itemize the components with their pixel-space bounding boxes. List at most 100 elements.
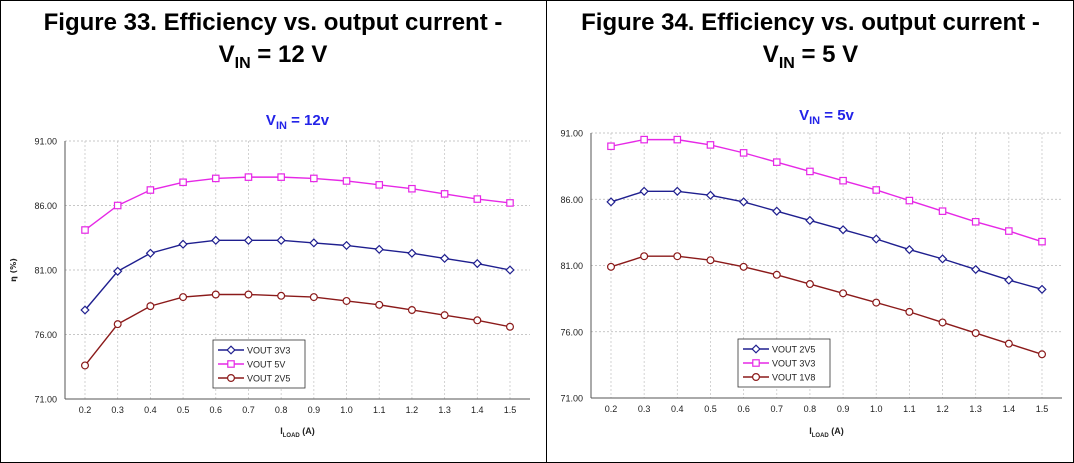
data-point <box>113 266 123 276</box>
x-tick-label: 0.3 <box>111 405 124 415</box>
series-line <box>610 190 1043 291</box>
data-point <box>276 235 286 245</box>
x-tick-label: 1.1 <box>373 405 386 415</box>
y-tick-label: 81.00 <box>34 266 57 276</box>
data-point <box>80 305 90 315</box>
data-point <box>1005 227 1013 235</box>
data-point <box>805 280 814 289</box>
data-point <box>938 318 947 327</box>
x-tick-label: 0.3 <box>638 404 651 414</box>
data-point <box>971 329 980 338</box>
caption-v: V <box>762 41 779 68</box>
x-tick-label: 1.2 <box>406 405 419 415</box>
x-tick-label: 1.5 <box>1036 404 1049 414</box>
x-tick-label: 0.7 <box>771 404 784 414</box>
data-point <box>839 176 847 185</box>
series-vout-5v <box>81 173 514 234</box>
caption-value: = 12 V <box>250 41 328 68</box>
series-line <box>84 176 511 231</box>
series-vout-3v3 <box>607 135 1046 246</box>
data-point <box>80 361 89 370</box>
data-point <box>277 173 285 181</box>
legend-marker <box>752 359 760 367</box>
data-point <box>673 135 682 144</box>
data-point <box>606 197 616 207</box>
data-point <box>472 258 482 269</box>
data-point <box>179 293 188 302</box>
data-point <box>904 244 915 255</box>
chart-title: VIN = 5v <box>799 107 854 127</box>
x-tick-label: 0.8 <box>275 405 288 415</box>
legend-marker <box>751 344 761 354</box>
data-point <box>375 181 384 189</box>
data-point <box>244 173 253 181</box>
series-line <box>610 255 1043 355</box>
legend-label: VOUT 2V5 <box>247 374 290 384</box>
data-point <box>672 186 682 196</box>
x-tick-label: 0.7 <box>242 405 255 415</box>
data-point <box>838 225 848 235</box>
data-point <box>342 296 351 305</box>
figure-caption-line2: VIN = 12 V <box>0 40 546 79</box>
data-point <box>374 244 384 255</box>
data-point <box>178 239 188 249</box>
data-point <box>440 311 449 320</box>
figure-caption-line1: Figure 34. Efficiency vs. output current… <box>581 9 1040 36</box>
x-tick-label: 0.6 <box>737 404 750 414</box>
data-point <box>871 234 881 244</box>
data-point <box>277 291 286 300</box>
data-point <box>1038 350 1047 359</box>
figure-panel-33: Figure 33. Efficiency vs. output current… <box>0 9 546 439</box>
caption-value: = 5 V <box>794 41 859 68</box>
chart-title: VIN = 12v <box>266 112 330 132</box>
series-vout-2v5 <box>80 290 515 370</box>
x-tick-label: 0.5 <box>177 405 190 415</box>
data-point <box>739 262 748 271</box>
series-vout-2v5 <box>606 186 1047 294</box>
data-point <box>640 252 649 261</box>
data-point <box>772 206 782 216</box>
data-point <box>211 174 220 183</box>
data-point <box>439 253 450 264</box>
y-axis-label: η (%) <box>9 258 18 282</box>
data-point <box>146 186 155 194</box>
series-line <box>84 293 511 366</box>
y-tick-label: 71.00 <box>560 394 583 404</box>
data-point <box>872 298 881 307</box>
x-axis-label: ILOAD (A) <box>280 426 315 439</box>
x-axis-label: ILOAD (A) <box>809 426 844 439</box>
data-point <box>905 196 914 205</box>
legend-marker <box>227 374 236 383</box>
data-point <box>506 322 515 331</box>
y-tick-label: 76.00 <box>560 327 583 337</box>
data-point <box>971 264 981 275</box>
y-tick-label: 81.00 <box>560 261 583 271</box>
x-tick-label: 0.2 <box>79 405 92 415</box>
x-tick-label: 0.2 <box>605 404 618 414</box>
caption-subscript: IN <box>234 54 251 72</box>
series-vout-3v3 <box>80 235 515 315</box>
x-tick-label: 1.2 <box>936 404 949 414</box>
data-point <box>639 186 649 196</box>
data-point <box>872 186 881 194</box>
data-point <box>407 305 416 314</box>
legend-label: VOUT 1V8 <box>772 373 815 383</box>
data-point <box>375 300 384 309</box>
data-point <box>706 141 715 149</box>
data-point <box>309 293 318 302</box>
data-point <box>739 149 748 157</box>
data-point <box>1004 339 1013 348</box>
legend-label: VOUT 5V <box>247 360 285 370</box>
data-point <box>738 197 749 207</box>
data-point <box>113 201 122 210</box>
data-point <box>473 195 482 203</box>
x-tick-label: 0.4 <box>671 404 684 414</box>
data-point <box>805 215 815 226</box>
legend-marker <box>752 373 761 382</box>
legend-marker <box>227 360 235 368</box>
data-point <box>706 256 715 265</box>
legend: VOUT 2V5 VOUT 3V3 VOUT 1V8 <box>737 338 831 388</box>
x-tick-label: 1.5 <box>504 405 517 415</box>
caption-v: V <box>218 41 235 68</box>
legend: VOUT 3V3 VOUT 5V VOUT 2V5 <box>212 339 306 389</box>
